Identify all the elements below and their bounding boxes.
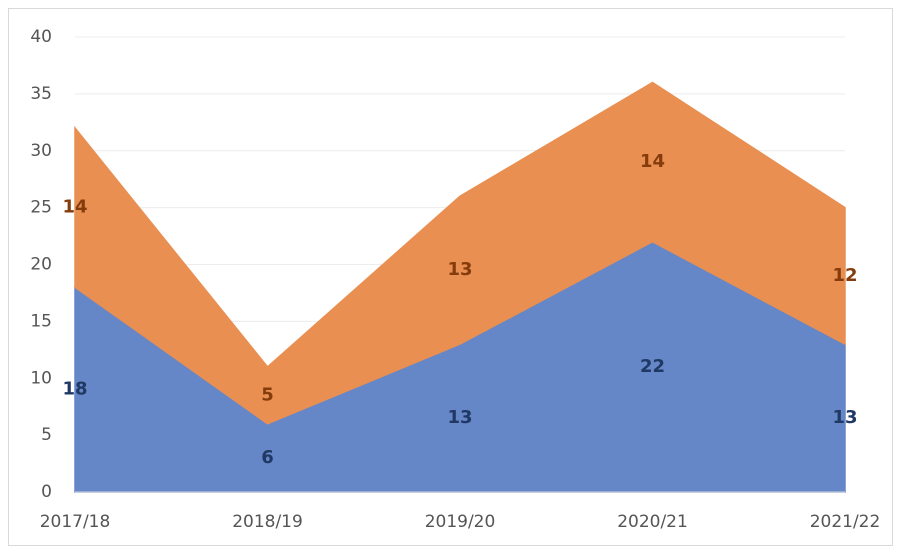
data-label: 18 [62, 379, 87, 400]
data-label: 22 [640, 356, 665, 377]
data-label: 13 [447, 407, 472, 428]
area [74, 81, 846, 425]
y-tick-label: 35 [30, 84, 52, 104]
y-tick-label: 0 [41, 482, 52, 502]
data-label: 13 [832, 407, 857, 428]
data-label: 5 [261, 384, 274, 405]
x-tick-label: 2020/21 [617, 512, 688, 532]
y-tick-label: 5 [41, 425, 52, 445]
data-label: 14 [62, 197, 87, 218]
y-tick-label: 30 [30, 141, 52, 161]
data-label: 6 [261, 447, 274, 468]
x-tick-label: 2018/19 [232, 512, 303, 532]
y-tick-label: 40 [30, 27, 52, 47]
x-tick-label: 2017/18 [40, 512, 111, 532]
data-label: 14 [640, 151, 665, 172]
y-tick-label: 20 [30, 255, 52, 275]
y-tick-label: 15 [30, 311, 52, 331]
y-tick-label: 25 [30, 198, 52, 218]
x-tick-label: 2019/20 [425, 512, 496, 532]
x-tick-label: 2021/22 [810, 512, 881, 532]
y-tick-label: 10 [30, 368, 52, 388]
data-label: 13 [447, 259, 472, 280]
data-label: 12 [832, 265, 857, 286]
